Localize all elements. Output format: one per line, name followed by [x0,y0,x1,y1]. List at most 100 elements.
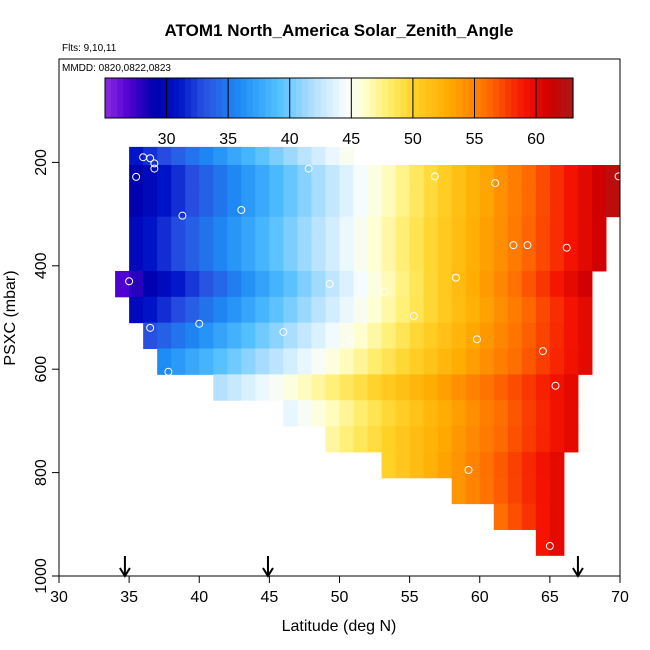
heatmap-cell [479,451,495,479]
data-point [409,311,418,320]
heatmap-cell [367,216,383,241]
heatmap-cell [563,270,579,298]
heatmap-cell [479,216,495,241]
heatmap-cell [605,164,621,192]
heatmap-cell [535,374,551,401]
heatmap-cell [325,190,340,218]
heatmap-cell [143,190,158,218]
heatmap-cell [493,426,509,453]
heatmap-cell [465,451,481,479]
heatmap-cell [129,164,144,192]
heatmap-cell [535,451,551,479]
heatmap-cell [381,296,397,324]
heatmap-cell [423,451,439,479]
flights-label: Flts: 9,10,11 [62,43,117,54]
colorbar-swatch [505,78,513,118]
colorbar-swatch [265,78,272,118]
y-tick-label: 200 [33,149,50,176]
heatmap-cell [549,164,565,192]
heatmap-cell [339,164,355,192]
heatmap-cell [269,270,284,298]
heatmap-cell [577,216,593,241]
heatmap-cell [507,216,523,241]
heatmap-cell [437,400,453,427]
heatmap-cell [129,146,144,166]
heatmap-cell [423,164,439,192]
heatmap-cell [269,374,284,401]
heatmap-cell [227,270,242,298]
data-point [562,243,571,252]
heatmap-cell [409,270,425,298]
heatmap-cell [269,216,284,241]
heatmap-cell [549,216,565,241]
heatmap-cell [563,426,579,453]
heatmap-cell [549,322,565,350]
heatmap-cell [129,296,144,324]
heatmap-cell [339,296,355,324]
heatmap-cell [479,400,495,427]
heatmap-cell [325,164,340,192]
heatmap-cell [549,451,565,479]
heatmap-cell [451,426,467,453]
heatmap-cell [507,322,523,350]
heatmap-cell [423,426,439,453]
colorbar-swatch [111,78,118,118]
colorbar-swatch [554,78,562,118]
heatmap-cell [325,216,340,241]
heatmap-cell [381,348,397,375]
heatmap-cell [507,270,523,298]
heatmap-cell [325,400,340,427]
colorbar-swatch [437,78,445,118]
heatmap-cell [255,270,270,298]
heatmap-cell [297,270,312,298]
heatmap-cell [521,296,537,324]
heatmap-cell [423,322,439,350]
data-point [304,164,313,173]
colorbar-swatch [474,78,482,118]
heatmap-cell [311,374,326,401]
heatmap-cell [269,322,284,350]
heatmap-cell [521,190,537,218]
colorbar-swatch [314,78,322,118]
heatmap-cell [339,216,355,241]
heatmap-cell [549,270,565,298]
heatmap-cell [157,164,172,192]
heatmap-cell [395,164,411,192]
heatmap-cell [437,426,453,453]
heatmap-cell [409,374,425,401]
colorbar-swatch [123,78,131,118]
heatmap-cell [283,216,298,241]
heatmap-cell [507,451,523,479]
colorbar-swatch [154,78,162,118]
y-tick-label: 600 [33,356,50,383]
heatmap-cell [521,216,537,241]
heatmap-cell [297,239,312,272]
colorbar-swatch [222,78,229,118]
heatmap-cell [213,270,228,298]
data-point [178,211,187,220]
colorbar-swatch [185,78,192,118]
heatmap-cell [241,216,256,241]
heatmap-cell [549,190,565,218]
heatmap-cell [465,400,481,427]
heatmap-cell [213,348,228,375]
heatmap-cell [507,190,523,218]
heatmap-cell [423,216,439,241]
x-tick-label: 70 [611,589,629,606]
heatmap-cell [577,190,593,218]
heatmap-cell [283,239,298,272]
heatmap-cell [535,190,551,218]
heatmap-cell [381,216,397,241]
heatmap-cell [521,503,537,530]
heatmap-cell [381,451,397,479]
chart-title: ATOM1 North_America Solar_Zenith_Angle [165,21,514,40]
colorbar-swatch [412,78,420,118]
heatmap-cell [549,426,565,453]
heatmap-cell [395,400,411,427]
heatmap-cell [171,322,186,350]
heatmap-cell [213,374,228,401]
heatmap-cell [367,270,383,298]
colorbar-swatch [339,78,346,118]
heatmap-cell [479,190,495,218]
heatmap-cell [339,322,355,350]
